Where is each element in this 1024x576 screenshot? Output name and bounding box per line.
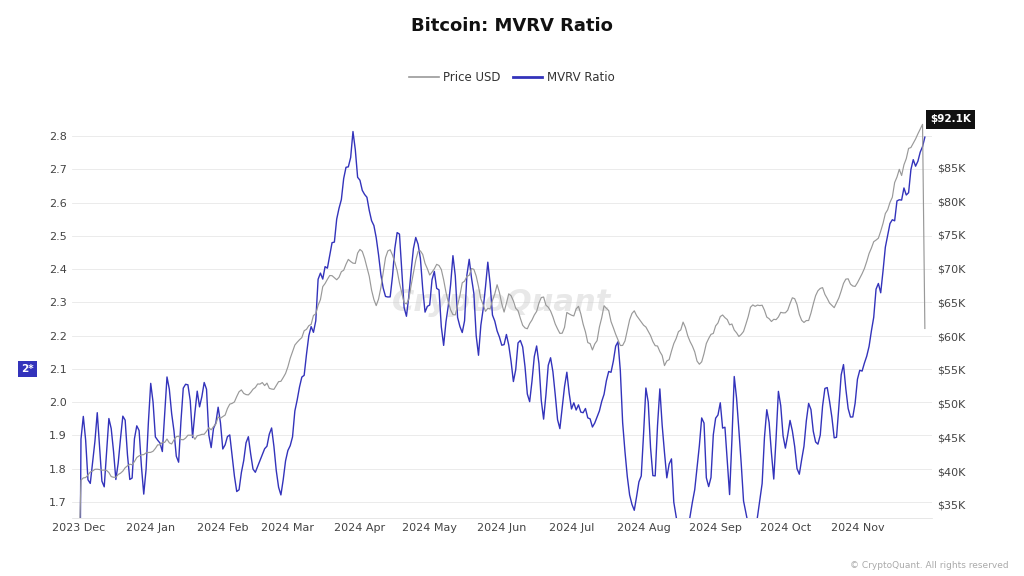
Text: $92.1K: $92.1K <box>931 115 972 124</box>
Legend: Price USD, MVRV Ratio: Price USD, MVRV Ratio <box>404 66 620 89</box>
Text: CryptoQuant: CryptoQuant <box>392 288 611 317</box>
Text: 2*: 2* <box>20 364 34 374</box>
Text: Bitcoin: MVRV Ratio: Bitcoin: MVRV Ratio <box>411 17 613 35</box>
Text: © CryptoQuant. All rights reserved: © CryptoQuant. All rights reserved <box>850 561 1009 570</box>
